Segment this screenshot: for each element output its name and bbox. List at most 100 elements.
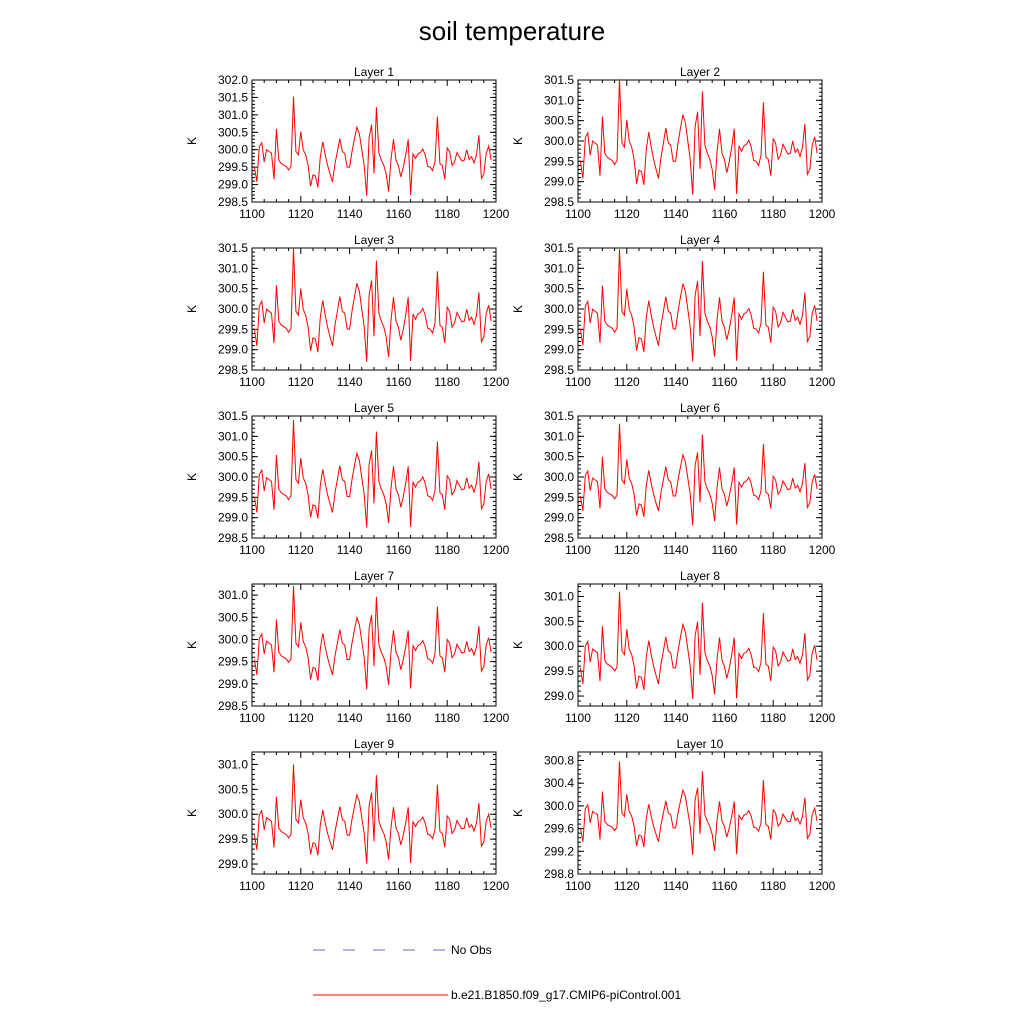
y-tick-label: 300.5	[544, 114, 574, 128]
y-tick-label: 301.5	[218, 409, 248, 423]
x-tick-label: 1140	[337, 207, 363, 221]
series-line-model	[579, 423, 818, 526]
panel-layer-10: Layer 10 K 1100 1120 1140 1160 1180 1200 298.8 29…	[511, 737, 836, 893]
y-tick-label: 299.5	[544, 664, 574, 678]
y-tick-label: 299.0	[544, 175, 574, 189]
x-tick-label: 1100	[239, 711, 265, 725]
y-tick-label: 298.5	[218, 195, 248, 209]
panel-title: Layer 9	[354, 737, 394, 751]
legend-label-no-obs: No Obs	[451, 943, 492, 957]
y-tick-label: 300.5	[218, 282, 248, 296]
series-line-model	[253, 96, 492, 196]
x-tick-label: 1200	[809, 879, 836, 893]
x-tick-label: 1100	[239, 207, 265, 221]
figure-title: soil temperature	[419, 16, 605, 46]
y-axis-label: K	[511, 137, 525, 145]
y-tick-label: 299.0	[218, 343, 248, 357]
series-line-model	[579, 761, 818, 855]
x-tick-label: 1200	[809, 711, 836, 725]
x-tick-label: 1180	[434, 375, 460, 389]
x-tick-label: 1180	[434, 711, 460, 725]
panel-layer-9: Layer 9 K 1100 1120 1140 1160 1180 1200 299.0 299…	[185, 737, 510, 893]
y-tick-label: 300.5	[218, 782, 248, 796]
x-tick-label: 1140	[337, 711, 363, 725]
y-axis-label: K	[511, 809, 525, 817]
x-tick-label: 1120	[614, 207, 640, 221]
x-tick-label: 1200	[809, 207, 836, 221]
plot-frame	[251, 751, 497, 875]
y-tick-label: 298.5	[218, 531, 248, 545]
y-tick-label: 300.5	[218, 125, 248, 139]
y-axis-label: K	[511, 473, 525, 481]
panel-title: Layer 1	[354, 65, 394, 79]
y-tick-label: 299.0	[544, 689, 574, 703]
panel-title: Layer 10	[677, 737, 724, 751]
series-line-model	[579, 591, 818, 700]
x-tick-label: 1140	[663, 207, 689, 221]
y-tick-label: 300.0	[544, 799, 574, 813]
y-tick-label: 300.0	[218, 143, 248, 157]
x-tick-label: 1160	[385, 207, 411, 221]
y-tick-label: 300.8	[544, 754, 574, 768]
y-tick-label: 299.0	[218, 677, 248, 691]
y-tick-label: 298.5	[218, 363, 248, 377]
series-line-model	[579, 79, 818, 195]
x-tick-label: 1180	[434, 543, 460, 557]
x-tick-label: 1120	[288, 543, 314, 557]
y-tick-label: 301.5	[218, 241, 248, 255]
y-tick-label: 300.0	[544, 639, 574, 653]
y-tick-label: 300.5	[544, 282, 574, 296]
y-tick-label: 300.5	[218, 450, 248, 464]
x-tick-label: 1200	[483, 207, 510, 221]
panel-title: Layer 2	[680, 65, 720, 79]
y-tick-label: 298.5	[218, 699, 248, 713]
x-tick-label: 1200	[483, 879, 510, 893]
x-tick-label: 1120	[614, 543, 640, 557]
y-tick-label: 299.5	[544, 154, 574, 168]
y-tick-label: 300.0	[218, 807, 248, 821]
x-tick-label: 1120	[614, 879, 640, 893]
x-tick-label: 1160	[711, 207, 737, 221]
x-tick-label: 1100	[239, 543, 265, 557]
plot-frame	[251, 247, 497, 371]
panels-group: Layer 1 K 1100 1120 1140 1160 1180 1200 298.5 299…	[185, 65, 836, 893]
panel-layer-6: Layer 6 K 1100 1120 1140 1160 1180 1200 298.5 299…	[511, 401, 836, 557]
x-tick-label: 1140	[337, 375, 363, 389]
x-tick-label: 1160	[385, 879, 411, 893]
panel-layer-4: Layer 4 K 1100 1120 1140 1160 1180 1200 298.5 299…	[511, 233, 836, 389]
panel-title: Layer 7	[354, 569, 394, 583]
y-tick-label: 301.0	[218, 261, 248, 275]
y-tick-label: 300.0	[544, 134, 574, 148]
x-tick-label: 1180	[434, 879, 460, 893]
y-tick-label: 299.5	[218, 160, 248, 174]
y-tick-label: 299.5	[218, 322, 248, 336]
y-axis-label: K	[185, 809, 199, 817]
x-tick-label: 1180	[760, 711, 786, 725]
x-tick-label: 1160	[711, 543, 737, 557]
y-tick-label: 299.5	[218, 655, 248, 669]
series-line-model	[253, 248, 492, 362]
x-tick-label: 1160	[385, 543, 411, 557]
x-tick-label: 1100	[565, 543, 591, 557]
y-tick-label: 299.0	[544, 343, 574, 357]
plot-frame	[251, 79, 497, 203]
x-tick-label: 1100	[565, 711, 591, 725]
plot-frame	[577, 415, 823, 539]
y-tick-label: 300.0	[218, 632, 248, 646]
y-tick-label: 301.0	[544, 93, 574, 107]
x-tick-label: 1100	[565, 207, 591, 221]
y-axis-label: K	[185, 473, 199, 481]
plot-frame	[577, 751, 823, 875]
plot-frame	[577, 247, 823, 371]
plot-frame	[251, 583, 497, 707]
x-tick-label: 1180	[760, 879, 786, 893]
y-tick-label: 301.0	[218, 108, 248, 122]
series-line-model	[253, 420, 492, 528]
x-tick-label: 1140	[663, 711, 689, 725]
x-tick-label: 1120	[288, 879, 314, 893]
y-axis-label: K	[185, 137, 199, 145]
y-tick-label: 299.0	[218, 178, 248, 192]
y-tick-label: 300.5	[218, 610, 248, 624]
y-tick-label: 301.0	[544, 429, 574, 443]
